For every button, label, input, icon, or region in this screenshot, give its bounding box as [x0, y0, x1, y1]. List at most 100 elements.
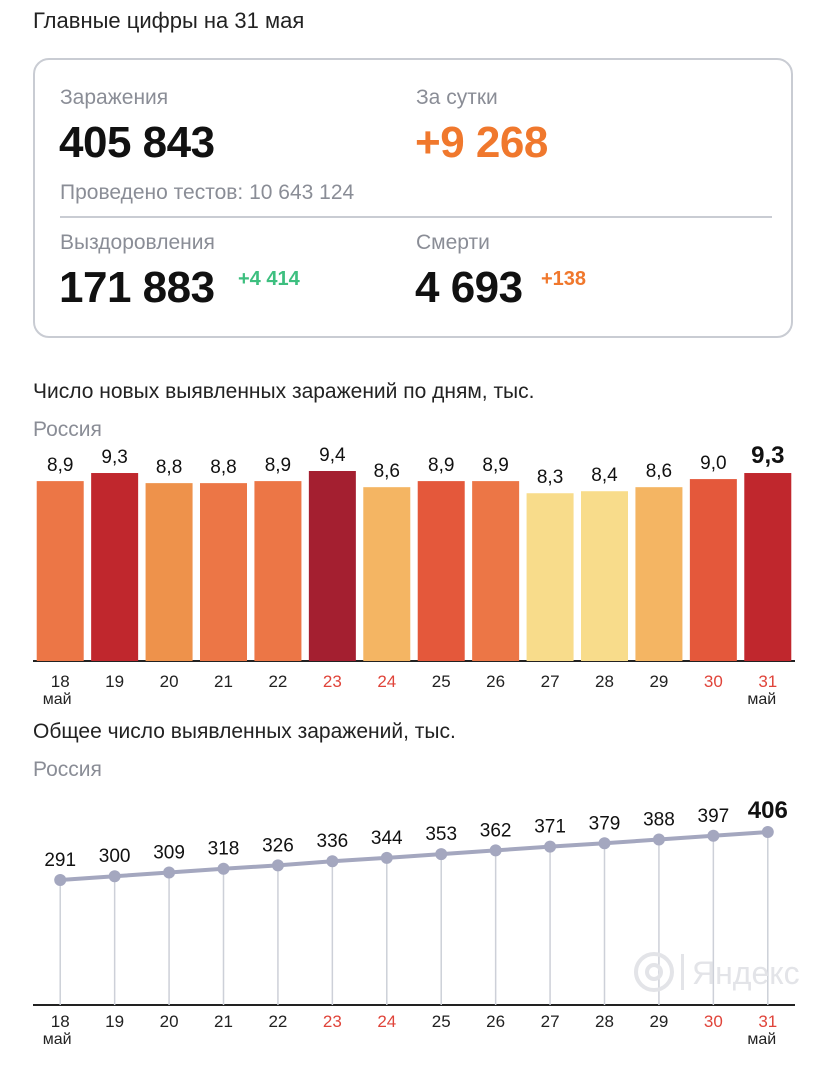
point-value-label: 336 — [317, 831, 349, 852]
x-tick-label: 29 — [649, 672, 668, 691]
recovered-delta: +4 414 — [238, 268, 300, 290]
daily-label: За сутки — [416, 86, 498, 109]
x-tick-label: 20 — [160, 672, 179, 691]
point-value-label: 309 — [153, 842, 185, 863]
bar — [744, 473, 792, 661]
bar-value-label: 8,6 — [374, 461, 400, 482]
bar — [526, 493, 574, 661]
x-tick-label: 21 — [214, 1012, 233, 1031]
point-value-label: 326 — [262, 835, 294, 856]
infections-value: 405 843 — [59, 118, 215, 167]
data-point — [271, 859, 284, 872]
line-chart-subtitle: Россия — [33, 758, 102, 781]
bar-value-label: 9,4 — [319, 445, 346, 466]
data-point — [652, 833, 665, 846]
bar-value-label: 8,3 — [537, 467, 563, 488]
x-tick-label: 31 — [758, 1012, 777, 1031]
point-value-label: 353 — [425, 824, 457, 845]
x-tick-label: 29 — [649, 1012, 668, 1031]
bar-value-label: 8,8 — [210, 457, 236, 478]
data-point — [707, 829, 720, 842]
bar-chart: 8,918май9,3198,8208,8218,9229,4238,6248,… — [33, 442, 795, 708]
recovered-label: Выздоровления — [60, 231, 215, 254]
month-label: май — [43, 691, 72, 708]
line-chart: 29118май30019309203182132622336233442435… — [33, 797, 795, 1048]
point-value-label: 397 — [698, 806, 730, 827]
yandex-watermark: Яндекс — [634, 952, 800, 992]
x-tick-label: 24 — [377, 1012, 396, 1031]
watermark-text: Яндекс — [692, 955, 800, 991]
deaths-label: Смерти — [416, 231, 490, 254]
x-tick-label: 19 — [105, 1012, 124, 1031]
point-value-label: 291 — [44, 850, 76, 871]
x-tick-label: 27 — [541, 1012, 560, 1031]
x-tick-label: 25 — [432, 1012, 451, 1031]
month-label: май — [43, 1031, 72, 1048]
bar-value-label: 8,6 — [646, 461, 672, 482]
point-value-label: 300 — [99, 846, 131, 867]
bar — [472, 481, 520, 661]
x-tick-label: 19 — [105, 672, 124, 691]
bar — [145, 483, 193, 661]
x-tick-label: 31 — [758, 672, 777, 691]
x-tick-label: 26 — [486, 672, 505, 691]
bar — [417, 481, 465, 661]
data-point — [326, 855, 339, 868]
bar-chart-subtitle: Россия — [33, 418, 102, 441]
x-tick-label: 23 — [323, 1012, 342, 1031]
data-point — [598, 837, 611, 850]
deaths-value: 4 693 — [415, 263, 523, 312]
daily-value: +9 268 — [415, 118, 548, 167]
bar-value-label: 8,8 — [156, 457, 182, 478]
x-tick-label: 18 — [51, 1012, 70, 1031]
point-value-label: 344 — [371, 828, 403, 849]
bar-value-label: 8,9 — [265, 455, 291, 476]
data-point — [380, 851, 393, 864]
bar — [254, 481, 302, 661]
data-point — [108, 870, 121, 883]
bar-value-label: 8,9 — [47, 455, 73, 476]
recovered-value: 171 883 — [59, 263, 215, 312]
point-value-label: 388 — [643, 810, 675, 831]
bar-value-label: 8,9 — [482, 455, 508, 476]
bar-chart-title: Число новых выявленных заражений по дням… — [33, 380, 535, 403]
bar — [91, 473, 139, 661]
bar — [308, 471, 356, 661]
data-point — [217, 862, 230, 875]
summary-card: Заражения 405 843 За сутки +9 268 Провед… — [33, 58, 793, 338]
deaths-delta: +138 — [541, 268, 587, 290]
x-tick-label: 18 — [51, 672, 70, 691]
line-chart-title: Общее число выявленных заражений, тыс. — [33, 720, 456, 743]
data-point — [54, 874, 67, 886]
point-value-label: 318 — [208, 839, 240, 860]
point-value-label: 362 — [480, 820, 512, 841]
data-point — [761, 826, 774, 838]
point-value-label: 406 — [748, 797, 788, 824]
x-tick-label: 22 — [268, 1012, 287, 1031]
data-point — [489, 844, 502, 857]
month-label: май — [747, 691, 776, 708]
watermark-logo-icon — [634, 952, 674, 992]
x-tick-label: 25 — [432, 672, 451, 691]
point-value-label: 379 — [589, 813, 621, 834]
bar-value-label: 9,3 — [751, 442, 784, 469]
bar-value-label: 8,4 — [591, 465, 618, 486]
month-label: май — [747, 1031, 776, 1048]
data-point — [435, 848, 448, 861]
bar-value-label: 9,3 — [101, 447, 127, 468]
series-line — [60, 830, 768, 882]
tests-text: Проведено тестов: 10 643 124 — [60, 181, 355, 204]
x-tick-label: 26 — [486, 1012, 505, 1031]
infections-label: Заражения — [60, 86, 169, 109]
x-tick-label: 30 — [704, 1012, 723, 1031]
x-tick-label: 24 — [377, 672, 396, 691]
page-title: Главные цифры на 31 мая — [33, 8, 305, 33]
bar-value-label: 9,0 — [700, 453, 726, 474]
bar — [689, 479, 737, 661]
bar — [36, 481, 84, 661]
bar-value-label: 8,9 — [428, 455, 454, 476]
x-tick-label: 21 — [214, 672, 233, 691]
x-tick-label: 30 — [704, 672, 723, 691]
x-tick-label: 27 — [541, 672, 560, 691]
data-point — [163, 866, 176, 879]
